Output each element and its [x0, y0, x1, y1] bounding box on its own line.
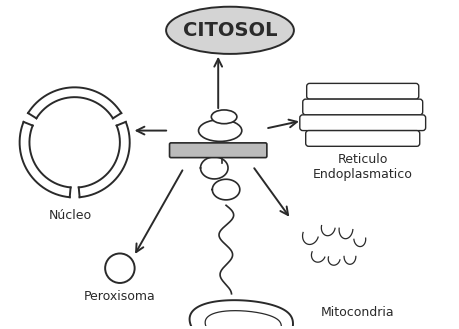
FancyBboxPatch shape [169, 143, 266, 158]
Ellipse shape [105, 253, 134, 283]
Text: Mitocondria: Mitocondria [320, 306, 394, 318]
Ellipse shape [211, 110, 236, 124]
Text: Núcleo: Núcleo [49, 209, 92, 222]
Ellipse shape [198, 120, 241, 141]
Ellipse shape [166, 7, 293, 54]
FancyBboxPatch shape [306, 83, 418, 99]
FancyBboxPatch shape [305, 131, 419, 146]
FancyBboxPatch shape [299, 115, 425, 131]
Text: Reticulo
Endoplasmatico: Reticulo Endoplasmatico [312, 153, 412, 181]
Polygon shape [189, 300, 292, 329]
FancyBboxPatch shape [302, 99, 422, 115]
Text: CITOSOL: CITOSOL [182, 21, 277, 40]
Text: Peroxisoma: Peroxisoma [84, 290, 156, 303]
